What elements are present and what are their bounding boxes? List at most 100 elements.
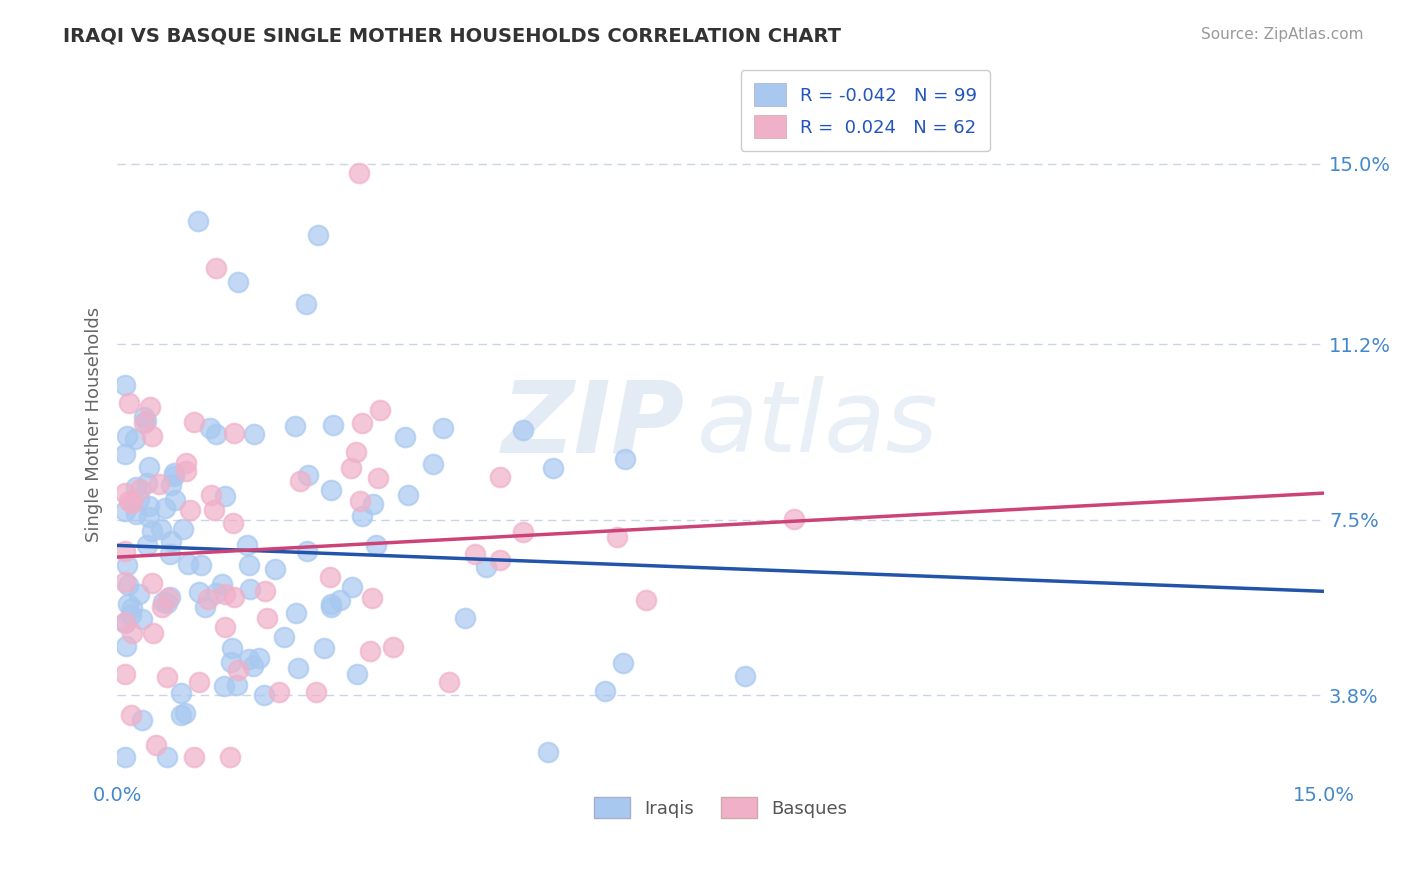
- Point: [489, 470, 512, 484]
- Point: [141, 428, 163, 442]
- Point: [138, 499, 160, 513]
- Point: [541, 461, 564, 475]
- Point: [177, 558, 200, 572]
- Point: [224, 426, 246, 441]
- Point: [221, 516, 243, 530]
- Point: [212, 679, 235, 693]
- Point: [307, 227, 329, 242]
- Point: [138, 460, 160, 475]
- Point: [319, 483, 342, 497]
- Point: [329, 593, 352, 607]
- Point: [595, 684, 617, 698]
- Point: [221, 640, 243, 655]
- Point: [188, 675, 211, 690]
- Point: [205, 586, 228, 600]
- Point: [114, 667, 136, 681]
- Point: [347, 166, 370, 180]
- Point: [437, 675, 460, 690]
- Point: [267, 684, 290, 698]
- Point: [163, 467, 186, 481]
- Point: [243, 427, 266, 442]
- Point: [197, 592, 219, 607]
- Point: [734, 669, 756, 683]
- Point: [157, 591, 180, 606]
- Point: [219, 655, 242, 669]
- Point: [222, 590, 245, 604]
- Point: [148, 477, 170, 491]
- Point: [273, 630, 295, 644]
- Point: [131, 612, 153, 626]
- Point: [190, 558, 212, 573]
- Point: [370, 403, 392, 417]
- Point: [135, 539, 157, 553]
- Point: [114, 574, 136, 589]
- Point: [422, 457, 444, 471]
- Point: [512, 524, 534, 539]
- Point: [512, 423, 534, 437]
- Point: [170, 708, 193, 723]
- Text: ZIP: ZIP: [502, 376, 685, 474]
- Point: [364, 537, 387, 551]
- Point: [150, 599, 173, 614]
- Point: [165, 493, 187, 508]
- Point: [321, 600, 343, 615]
- Point: [382, 640, 405, 655]
- Point: [183, 750, 205, 764]
- Point: [297, 467, 319, 482]
- Text: atlas: atlas: [696, 376, 938, 474]
- Point: [121, 496, 143, 510]
- Point: [205, 260, 228, 275]
- Point: [174, 464, 197, 478]
- Point: [349, 494, 371, 508]
- Point: [172, 522, 194, 536]
- Point: [214, 587, 236, 601]
- Point: [118, 494, 141, 508]
- Point: [322, 418, 344, 433]
- Point: [170, 685, 193, 699]
- Point: [114, 504, 136, 518]
- Point: [115, 639, 138, 653]
- Point: [117, 577, 139, 591]
- Point: [183, 415, 205, 429]
- Point: [263, 562, 285, 576]
- Point: [160, 477, 183, 491]
- Point: [239, 582, 262, 597]
- Point: [202, 503, 225, 517]
- Point: [114, 750, 136, 764]
- Point: [295, 297, 318, 311]
- Point: [350, 508, 373, 523]
- Point: [284, 419, 307, 434]
- Point: [288, 474, 311, 488]
- Point: [118, 396, 141, 410]
- Point: [394, 430, 416, 444]
- Point: [114, 543, 136, 558]
- Point: [114, 616, 136, 631]
- Point: [198, 420, 221, 434]
- Point: [256, 610, 278, 624]
- Point: [194, 600, 217, 615]
- Point: [153, 501, 176, 516]
- Point: [128, 482, 150, 496]
- Point: [125, 507, 148, 521]
- Point: [211, 576, 233, 591]
- Point: [295, 544, 318, 558]
- Text: IRAQI VS BASQUE SINGLE MOTHER HOUSEHOLDS CORRELATION CHART: IRAQI VS BASQUE SINGLE MOTHER HOUSEHOLDS…: [63, 27, 841, 45]
- Point: [128, 491, 150, 506]
- Point: [135, 413, 157, 427]
- Point: [225, 678, 247, 692]
- Point: [187, 213, 209, 227]
- Point: [188, 585, 211, 599]
- Point: [305, 684, 328, 698]
- Point: [174, 456, 197, 470]
- Point: [124, 480, 146, 494]
- Point: [115, 429, 138, 443]
- Point: [135, 476, 157, 491]
- Point: [432, 421, 454, 435]
- Point: [537, 745, 560, 759]
- Point: [121, 601, 143, 615]
- Point: [352, 416, 374, 430]
- Point: [121, 626, 143, 640]
- Point: [159, 590, 181, 604]
- Point: [287, 661, 309, 675]
- Point: [606, 530, 628, 544]
